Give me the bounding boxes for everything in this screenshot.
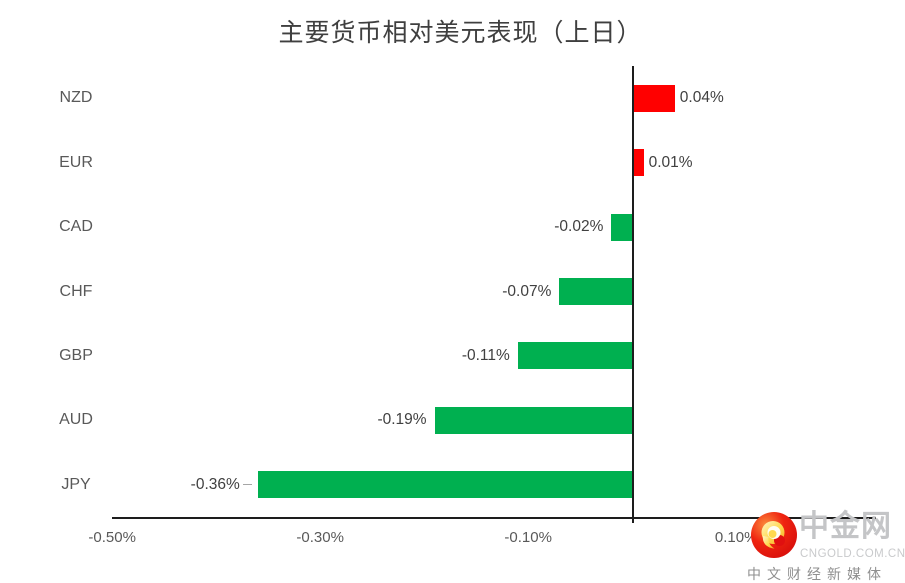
zero-axis-line [632,66,634,523]
bar-aud [434,406,633,434]
bar-cad [611,213,633,241]
value-label-jpy: -0.36% [190,475,240,493]
x-axis-line [112,517,876,519]
value-label-chf: -0.07% [502,282,552,300]
value-label-gbp: -0.11% [461,346,510,364]
bar-nzd [633,84,675,112]
cngold-swirl-icon [751,512,797,558]
leader-line-jpy [242,484,252,486]
cngold-watermark: 中金网 CNGOLD.COM.CN 中文财经新媒体 [747,508,905,583]
cngold-logo-name: 中金网 [799,510,892,543]
category-label-chf: CHF [59,282,93,300]
category-label-gbp: GBP [59,346,93,364]
category-label-aud: AUD [59,411,93,429]
bar-eur [633,149,644,177]
bar-gbp [517,342,633,370]
x-tick-label-0: -0.50% [88,529,136,546]
bar-jpy [257,471,633,499]
value-label-aud: -0.19% [377,411,427,429]
x-tick-label-2: -0.10% [504,529,552,546]
cngold-tagline: 中文财经新媒体 [747,566,887,582]
category-label-cad: CAD [59,218,93,236]
value-label-nzd: 0.04% [679,89,724,107]
category-label-nzd: NZD [59,89,93,107]
value-label-eur: 0.01% [648,153,693,171]
cngold-domain: CNGOLD.COM.CN [800,548,905,560]
chart-title: 主要货币相对美元表现（上日） [278,19,643,47]
bar-chf [559,278,633,305]
x-tick-label-3: 0.10% [714,529,758,546]
x-tick-label-1: -0.30% [296,529,344,546]
category-label-jpy: JPY [61,475,91,493]
value-label-cad: -0.02% [554,218,604,236]
category-label-eur: EUR [59,153,93,171]
